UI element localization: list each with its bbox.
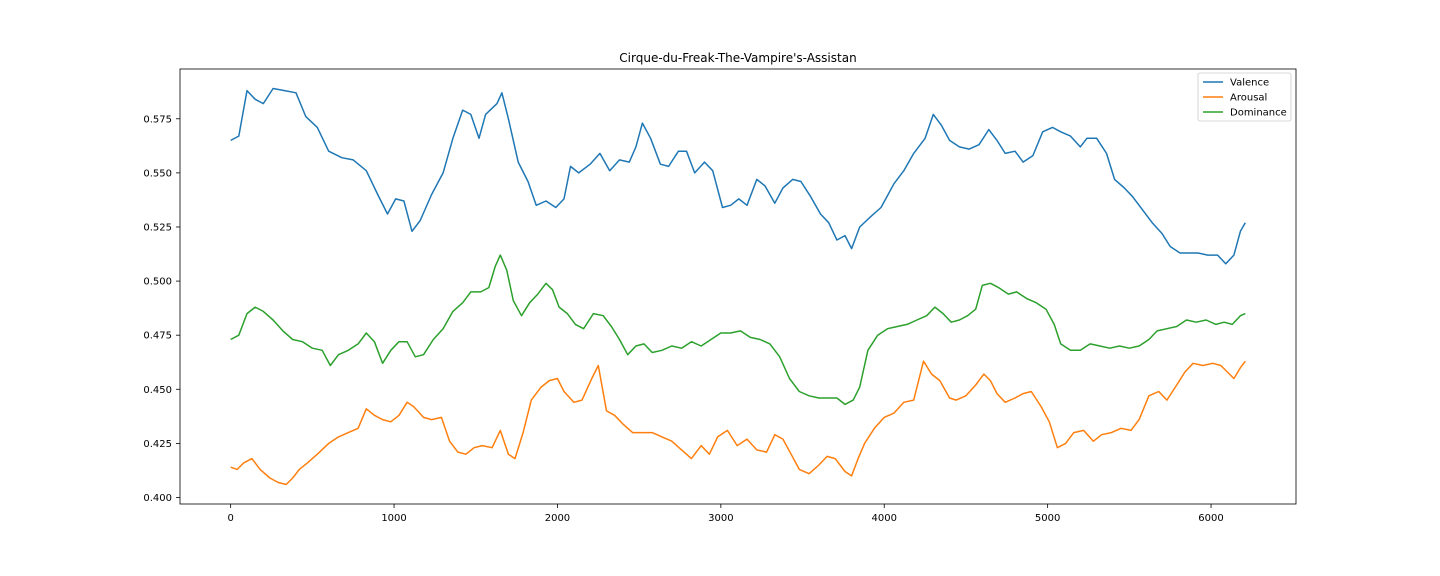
legend: Valence Arousal Dominance [1197,72,1292,122]
y-tick-label: 0.475 [143,331,172,342]
series-line-dominance [230,254,1246,406]
x-tick-label: 0 [227,513,233,524]
y-tick-label: 0.500 [143,277,172,288]
y-tick-label: 0.400 [143,493,172,504]
plot-area-frame [179,68,1297,505]
y-axis: 0.400 0.425 0.450 0.475 0.500 0.525 0.550 0.575 [143,114,180,504]
y-tick-label: 0.550 [143,168,172,179]
legend-label-valence: Valence [1230,78,1269,89]
series-line-arousal [230,360,1246,486]
x-tick-label: 5000 [1035,513,1060,524]
legend-label-arousal: Arousal [1230,93,1267,104]
series-layer [230,87,1246,486]
x-axis: 0 1000 2000 3000 4000 5000 6000 [227,504,1224,524]
x-tick-label: 3000 [708,513,733,524]
x-tick-label: 4000 [872,513,897,524]
x-tick-label: 6000 [1198,513,1223,524]
x-tick-label: 1000 [381,513,406,524]
legend-box [1197,72,1292,122]
y-tick-label: 0.575 [143,114,172,125]
y-tick-label: 0.450 [143,385,172,396]
y-tick-label: 0.425 [143,439,172,450]
x-tick-label: 2000 [545,513,570,524]
legend-label-dominance: Dominance [1230,108,1287,119]
chart-title: Cirque-du-Freak-The-Vampire's-Assistan [619,51,856,65]
series-line-valence [230,87,1246,265]
y-tick-label: 0.525 [143,222,172,233]
